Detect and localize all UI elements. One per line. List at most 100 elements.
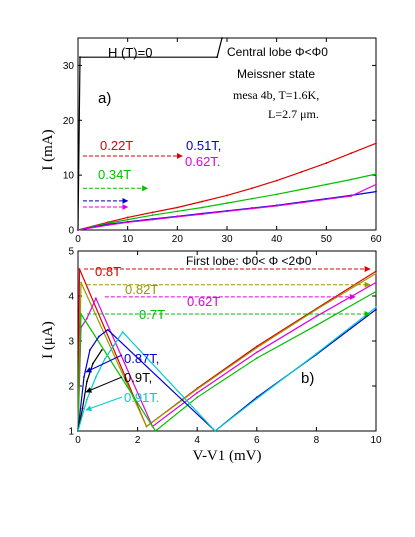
panel-b-series-0-62t xyxy=(77,281,377,432)
panel-a-point-h-t-0-2 xyxy=(216,56,218,59)
panel-b-point-0-87t-3 xyxy=(97,335,100,338)
panel-b-point-0-87t-2 xyxy=(89,349,91,351)
panel-b-xtick-label-2: 2 xyxy=(135,435,141,446)
panel-a-xtick-label-10: 10 xyxy=(122,234,134,245)
panel-a-point-0-62t-4 xyxy=(176,215,179,218)
panel-a-point-0-34t-9 xyxy=(300,188,303,191)
panel-b-point-0-8t-6 xyxy=(375,270,377,273)
panel-b-xtick-label-6: 6 xyxy=(254,435,260,446)
panel-a-point-0-34t-12 xyxy=(375,173,377,175)
panel-b-ylabel: I (μA) xyxy=(40,321,56,359)
annotation-length: L=2.7 μm. xyxy=(268,107,319,121)
panel-a-xtick-label-40: 40 xyxy=(271,234,283,245)
panel-a-point-0-22t-4 xyxy=(176,206,179,209)
panel-a-point-0-22t-12 xyxy=(375,142,377,145)
panel-b-xlabel: V-V1 (mV) xyxy=(192,448,261,464)
panel-b-point-0-62t-2 xyxy=(86,317,88,320)
panel-a-point-0-34t-2 xyxy=(126,218,129,221)
panel-b-point-0-9t-3 xyxy=(92,362,94,365)
panel-a-xtick-label-50: 50 xyxy=(321,234,333,245)
panel-a-ylabel: I (mA) xyxy=(40,129,56,170)
panel-a-point-0-22t-6 xyxy=(226,194,228,197)
panel-b-point-0-91t-3 xyxy=(103,358,106,360)
panel-b-point-0-91t-8 xyxy=(315,352,318,355)
label-0-62t-b: 0.62T xyxy=(187,294,220,309)
panel-a-ytick-label-30: 30 xyxy=(63,61,75,72)
pointer-0-87t xyxy=(85,354,123,373)
panel-a-point-0-62t-10 xyxy=(325,198,328,201)
panel-b-point-0-87t-4 xyxy=(106,328,109,331)
panel-b-ytick-label-3: 3 xyxy=(68,337,74,348)
panel-a-point-0-62t-9 xyxy=(300,201,303,204)
panel-b-point-0-91t-5 xyxy=(121,331,124,333)
annotation-meissner: Meissner state xyxy=(237,67,315,81)
panel-a-point-0-62t-11 xyxy=(350,195,353,197)
panel-a-xtick-label-30: 30 xyxy=(221,234,233,245)
panel-b-xtick-label-8: 8 xyxy=(314,435,320,446)
panel-b-point-0-7t-2 xyxy=(154,430,157,432)
panel-b-point-0-91t-6 xyxy=(214,430,216,432)
panel-b-series-0-7t xyxy=(77,290,377,432)
panel-a-point-0-34t-4 xyxy=(176,210,179,213)
panel-b-ytick-label-4: 4 xyxy=(68,292,74,303)
panel-b-point-0-82t-6 xyxy=(375,272,377,275)
panel-b-point-0-91t-0 xyxy=(77,430,79,432)
panel-a-point-0-22t-8 xyxy=(275,179,278,182)
panel-b-point-0-62t-5 xyxy=(196,391,199,394)
panel-b-point-0-62t-8 xyxy=(375,281,377,284)
label-0-34t: 0.34T xyxy=(98,167,131,182)
label-0-9t: 0.9T, xyxy=(124,370,152,385)
label-0-87t: 0.87T, xyxy=(124,351,159,366)
panel-b-point-0-82t-3 xyxy=(196,388,199,391)
pointer-0-9t xyxy=(85,376,123,393)
panel-b-point-0-8t-1 xyxy=(78,268,81,270)
panel-a-point-0-22t-5 xyxy=(201,200,204,203)
label-0-51t: 0.51T, xyxy=(186,138,221,153)
label-0-7t: 0.7T xyxy=(139,307,165,322)
panel-b-ytick-label-2: 2 xyxy=(68,382,74,393)
panel-b-point-0-87t-8 xyxy=(375,308,377,311)
panel-a-xtick-label-20: 20 xyxy=(172,234,184,245)
panel-b-point-0-9t-2 xyxy=(86,380,88,383)
panel-b-header: First lobe: Φ0< Φ <2Φ0 xyxy=(186,254,312,268)
label-0-8t: 0.8T xyxy=(95,264,121,279)
annotation-central-lobe: Central lobe Φ<Φ0 xyxy=(227,45,328,59)
panel-a-point-0-62t-5 xyxy=(201,213,204,215)
panel-b-point-0-91t-9 xyxy=(375,306,377,309)
label-0-62t: 0.62T. xyxy=(185,154,220,169)
panel-b-point-0-91t-4 xyxy=(112,344,115,347)
panel-a-ytick-label-0: 0 xyxy=(68,226,74,237)
panel-a-point-0-34t-7 xyxy=(250,197,253,200)
annotation-mesa: mesa 4b, T=1.6K, xyxy=(233,88,319,102)
panel-a-point-0-22t-3 xyxy=(151,211,154,214)
panel-a-series xyxy=(77,37,377,231)
panel-a-header: H (T)=0 xyxy=(108,45,152,60)
panel-a-point-h-t-0-3 xyxy=(221,37,223,39)
panel-a-point-0-62t-1 xyxy=(106,224,109,226)
panel-b-point-0-9t-4 xyxy=(100,349,103,351)
panel-a-series-h-t-0 xyxy=(77,37,223,231)
panel-b-point-0-7t-1 xyxy=(80,313,82,315)
panel-b-ytick-label-1: 1 xyxy=(68,427,74,438)
label-0-82t: 0.82T xyxy=(125,282,158,297)
panel-a-point-0-62t-8 xyxy=(275,204,278,207)
panel-a-point-0-34t-3 xyxy=(151,214,154,217)
panel-b-point-0-87t-1 xyxy=(83,376,85,378)
panel-b-point-0-82t-4 xyxy=(255,346,258,349)
panel-b-xtick-label-10: 10 xyxy=(370,435,382,446)
panel-b-arrows xyxy=(83,266,371,317)
panel-a-point-0-34t-8 xyxy=(275,193,278,196)
panel-a-point-0-62t-3 xyxy=(151,218,154,221)
panel-b-point-0-82t-1 xyxy=(80,281,82,284)
panel-a-ytick-label-20: 20 xyxy=(63,116,75,127)
panel-b-point-0-7t-3 xyxy=(196,396,199,399)
label-0-22t: 0.22T xyxy=(100,138,133,153)
panel-b-point-0-82t-2 xyxy=(145,425,148,428)
panel-a-ytick-label-10: 10 xyxy=(63,171,75,182)
panel-b-point-0-91t-1 xyxy=(86,398,88,401)
panel-b-point-0-91t-7 xyxy=(255,397,258,400)
panel-b-xtick-label-4: 4 xyxy=(194,435,200,446)
panel-a-point-0-62t-2 xyxy=(126,221,129,224)
panel-b-point-0-91t-2 xyxy=(94,376,97,378)
